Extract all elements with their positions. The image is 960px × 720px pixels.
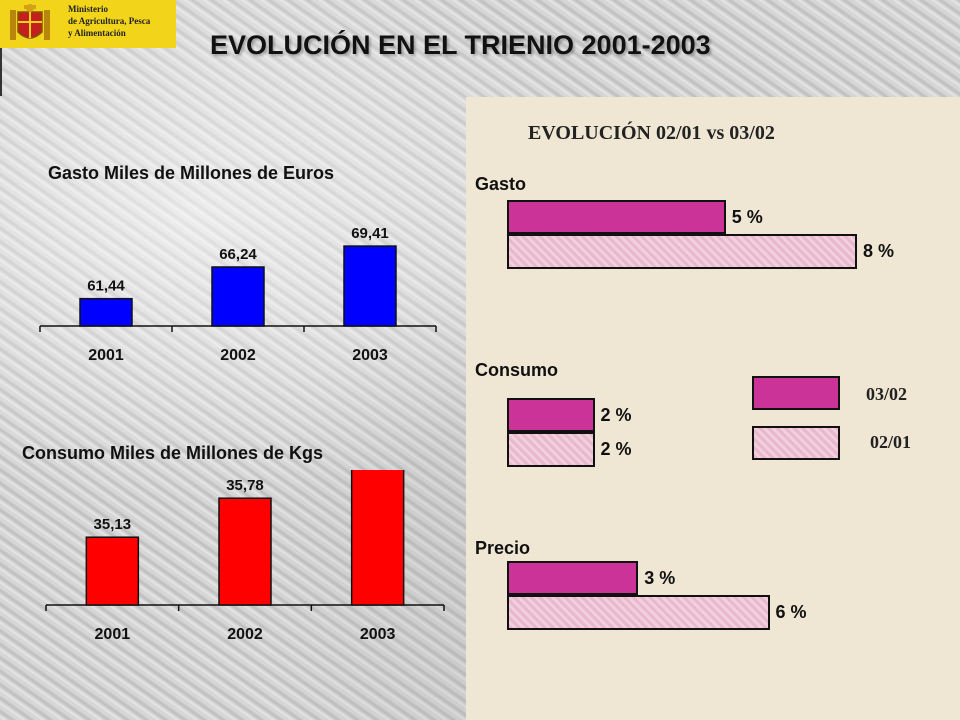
gasto-category-label: 2003	[352, 347, 388, 364]
gasto-category-label: 2002	[220, 347, 256, 364]
legend-label-0302: 03/02	[866, 384, 908, 404]
gasto-bar-chart: 61,44 2001 66,24 2002 69,41 2003	[39, 225, 437, 364]
consumo-category-label: 2003	[360, 626, 396, 643]
coat-of-arms-icon	[10, 4, 50, 40]
pct-label-gasto-0302: 5 %	[731, 207, 763, 227]
gasto-bar	[211, 266, 265, 327]
bar-consumo-0302	[507, 398, 595, 432]
consumo-chart-title: Consumo Miles de Millones de Kgs	[22, 443, 324, 463]
bar-gasto-0201	[507, 234, 857, 269]
bar-precio-0302	[507, 561, 639, 595]
pct-label-precio-0201: 6 %	[775, 602, 807, 622]
consumo-bar	[85, 536, 140, 606]
ministry-line-1: Ministerio	[68, 4, 108, 14]
bar-gasto-0302	[507, 200, 726, 234]
ministry-line-2: de Agricultura, Pesca	[68, 16, 151, 26]
legend-swatch-0302	[752, 376, 840, 410]
ministry-name: Ministerio de Agricultura, Pesca y Alime…	[68, 3, 150, 39]
group-label-precio: Precio	[475, 538, 531, 558]
evolution-panel-title: EVOLUCIÓN 02/01 vs 03/02	[528, 122, 775, 144]
bar-consumo-0201	[507, 432, 595, 467]
consumo-bar	[218, 497, 272, 606]
consumo-category-label: 2002	[227, 626, 263, 643]
group-label-gasto: Gasto	[475, 174, 527, 194]
gasto-data-label: 66,24	[219, 246, 257, 263]
legend-label-0201: 02/01	[870, 432, 912, 452]
gasto-data-label: 69,41	[351, 225, 389, 242]
ministry-logo: Ministerio de Agricultura, Pesca y Alime…	[0, 0, 176, 48]
gasto-bar	[79, 297, 133, 327]
legend-swatch-0201	[752, 426, 840, 460]
consumo-category-label: 2001	[95, 626, 131, 643]
group-label-consumo: Consumo	[475, 360, 558, 380]
gasto-data-label: 61,44	[87, 278, 125, 295]
divider	[0, 48, 2, 96]
pct-label-precio-0302: 3 %	[644, 568, 676, 588]
bar-precio-0201	[507, 595, 770, 630]
consumo-data-label: 35,78	[226, 477, 264, 494]
consumo-bar	[350, 470, 405, 606]
pct-label-consumo-0302: 2 %	[600, 405, 632, 425]
page-title: EVOLUCIÓN EN EL TRIENIO 2001-2003	[210, 30, 711, 60]
pct-label-consumo-0201: 2 %	[600, 439, 632, 459]
gasto-chart-title: Gasto Miles de Millones de Euros	[48, 163, 335, 183]
consumo-data-label: 35,13	[94, 516, 132, 533]
pct-label-gasto-0201: 8 %	[863, 241, 895, 261]
gasto-bar	[343, 245, 397, 327]
ministry-line-3: y Alimentación	[68, 28, 126, 38]
gasto-category-label: 2001	[88, 347, 124, 364]
